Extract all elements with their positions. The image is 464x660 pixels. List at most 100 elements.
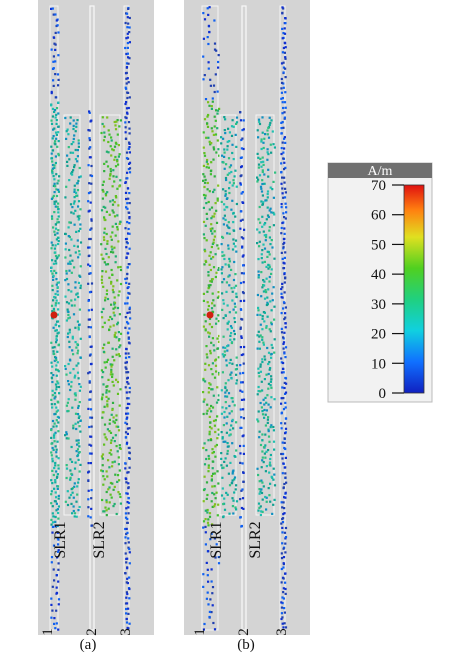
current-speck [107,151,110,154]
current-speck [77,377,80,380]
current-speck [282,547,285,550]
current-speck [76,352,79,355]
current-speck [216,296,219,299]
current-speck [221,487,224,490]
current-speck [55,406,58,409]
current-speck [69,116,72,119]
current-speck [127,512,130,515]
current-speck [105,289,109,292]
current-speck [111,273,114,276]
current-speck [272,143,275,146]
current-speck [72,353,75,356]
current-speck [210,161,213,164]
current-speck [225,290,228,293]
current-speck [280,287,283,291]
current-speck [230,332,233,335]
current-speck [230,208,233,211]
current-speck [284,391,288,394]
current-speck [52,194,55,197]
current-speck [226,173,229,176]
current-speck [88,291,92,294]
current-speck [54,254,58,258]
current-speck [215,317,218,320]
feed-line [49,5,59,631]
current-speck [52,79,55,82]
current-speck [127,147,130,150]
current-speck [118,444,121,447]
current-speck [51,115,54,118]
current-speck [258,506,261,509]
current-speck [50,403,53,406]
current-speck [67,398,70,401]
current-speck [261,249,264,252]
current-speck [57,152,60,155]
current-speck [259,363,262,366]
current-speck [214,275,217,279]
current-speck [267,428,270,431]
current-speck [127,322,130,325]
current-speck [50,523,53,526]
current-speck [270,396,273,399]
current-speck [216,415,219,418]
current-speck [113,201,116,204]
current-speck [55,574,58,577]
current-speck [88,380,91,383]
resonator-label: SLR1 [208,521,225,558]
current-speck [259,490,262,493]
current-speck [72,509,75,513]
resonator-label: SLR1 [52,521,69,558]
current-speck [241,435,244,438]
colorbar-tick-label: 60 [371,208,386,224]
current-speck [57,370,60,373]
current-speck [51,380,54,384]
current-speck [206,568,209,571]
current-speck [74,392,77,395]
current-speck [125,82,128,85]
current-speck [110,365,113,368]
current-speck [103,443,106,446]
current-speck [51,512,54,515]
current-speck [127,337,130,340]
current-speck [283,137,286,140]
current-speck [205,212,208,215]
current-speck [89,264,92,268]
current-speck [111,355,114,358]
current-speck [128,192,131,195]
feed-line [89,5,95,631]
current-speck [119,495,122,499]
current-speck [108,430,111,433]
current-speck [284,306,287,309]
current-speck [56,221,59,224]
current-speck [266,196,269,199]
current-speck [263,260,266,263]
current-speck [73,164,76,167]
current-speck [65,433,68,436]
current-speck [235,122,238,125]
current-speck [125,256,128,259]
current-speck [114,165,118,168]
current-speck [284,536,288,539]
current-speck [226,140,229,143]
current-speck [270,386,273,389]
current-speck [211,242,214,245]
current-speck [124,191,128,194]
current-speck [101,270,104,273]
current-speck [51,505,54,508]
current-speck [126,96,129,100]
current-speck [266,418,269,421]
current-speck [208,6,211,9]
current-speck [260,295,263,298]
current-speck [106,403,109,406]
current-speck [124,227,127,230]
current-speck [207,387,211,390]
current-speck [100,469,103,472]
current-speck [223,116,226,119]
current-speck [124,302,127,305]
current-speck [128,311,131,314]
current-speck [79,241,83,244]
current-speck [87,471,90,474]
current-speck [228,232,231,235]
current-speck [241,255,244,258]
current-speck [209,84,212,87]
current-speck [71,151,75,154]
